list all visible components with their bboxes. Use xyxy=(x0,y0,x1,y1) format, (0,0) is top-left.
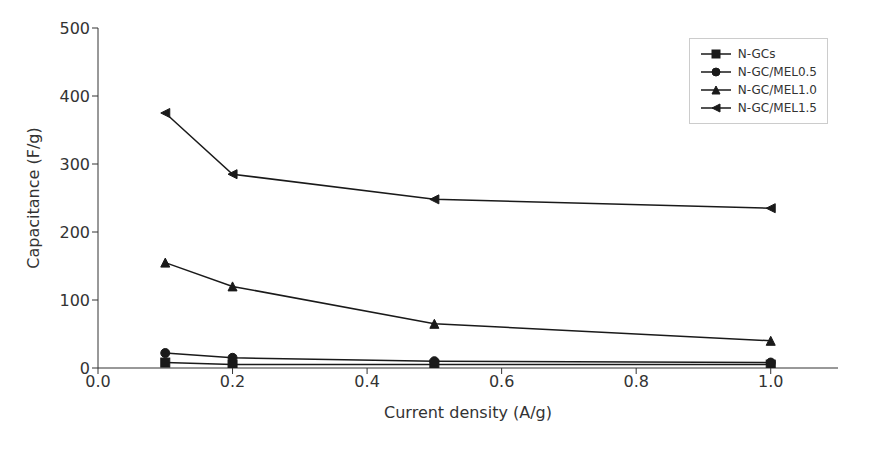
svg-text:0.6: 0.6 xyxy=(489,372,514,391)
html-text:N-GCs: N-GCs xyxy=(737,47,776,61)
html-text:N-GC/MEL0.5: N-GC/MEL0.5 xyxy=(737,65,817,79)
svg-text:0.8: 0.8 xyxy=(623,372,648,391)
svg-text:1.0: 1.0 xyxy=(758,372,783,391)
svg-text:0.0: 0.0 xyxy=(85,372,111,392)
svg-text:300: 300 xyxy=(59,155,90,174)
html-text:N-GC/MEL1.5: N-GC/MEL1.5 xyxy=(737,101,817,115)
svg-text:Current density (A/g): Current density (A/g) xyxy=(384,403,552,422)
svg-text:200: 200 xyxy=(59,223,90,242)
svg-text:100: 100 xyxy=(59,291,90,310)
svg-text:0: 0 xyxy=(80,359,90,378)
html-text:N-GC/MEL1.0: N-GC/MEL1.0 xyxy=(737,83,817,97)
svg-text:500: 500 xyxy=(59,19,90,38)
svg-text:0.4: 0.4 xyxy=(354,372,379,391)
svg-text:Capacitance (F/g): Capacitance (F/g) xyxy=(24,127,43,268)
svg-text:0.2: 0.2 xyxy=(220,372,245,391)
svg-text:400: 400 xyxy=(59,87,90,106)
